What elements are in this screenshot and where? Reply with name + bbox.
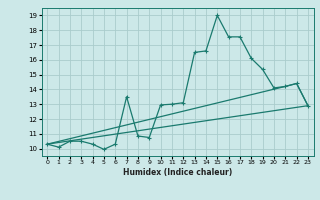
X-axis label: Humidex (Indice chaleur): Humidex (Indice chaleur) [123, 168, 232, 177]
